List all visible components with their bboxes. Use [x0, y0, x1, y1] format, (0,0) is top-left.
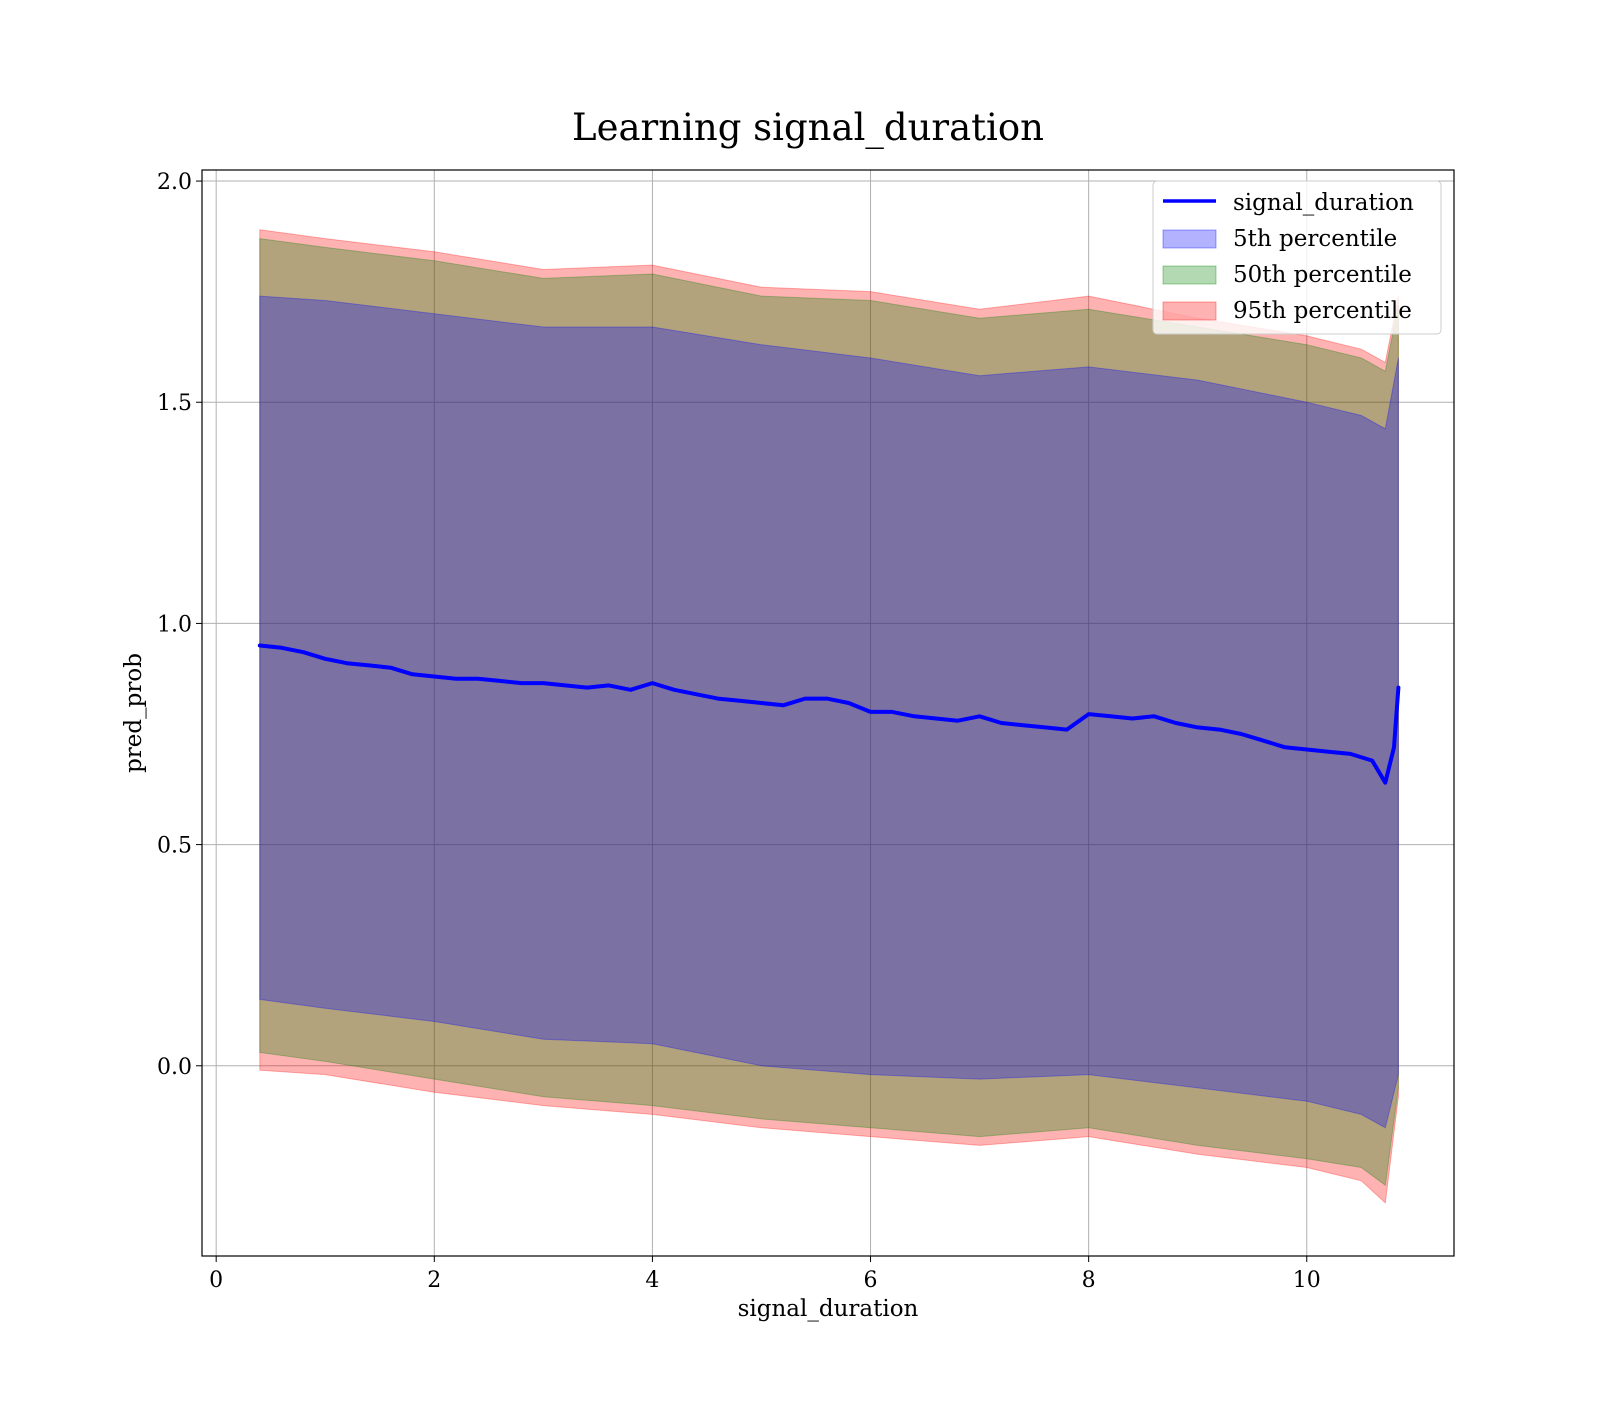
data-line-group — [257, 643, 1401, 785]
x-axis-label: signal_duration — [738, 1296, 919, 1322]
legend-swatch-5th — [1162, 229, 1217, 249]
x-tick-label: 10 — [1293, 1268, 1321, 1293]
series-line-signal-duration — [257, 643, 1401, 785]
percentile-bands — [259, 229, 1399, 1204]
legend-label-95th: 95th percentile — [1233, 298, 1412, 324]
x-tick-label: 6 — [864, 1268, 878, 1293]
chart-title: Learning signal_duration — [572, 106, 1044, 150]
legend-swatch-50th — [1162, 265, 1217, 285]
y-tick-label: 1.5 — [157, 391, 192, 416]
x-axis-ticks: 0 2 4 6 8 10 — [209, 1256, 1321, 1293]
band-95th — [259, 229, 1399, 1204]
legend-label-signal-duration: signal_duration — [1233, 190, 1414, 216]
y-tick-label: 2.0 — [157, 170, 192, 195]
legend-box — [1152, 180, 1442, 335]
band-5th — [259, 295, 1399, 1129]
y-axis-label: pred_prob — [121, 653, 147, 773]
legend-label-5th: 5th percentile — [1233, 226, 1397, 252]
x-tick-label: 4 — [645, 1268, 659, 1293]
y-axis-ticks: 0.0 0.5 1.0 1.5 2.0 — [157, 170, 202, 1080]
y-tick-label: 1.0 — [157, 612, 192, 637]
x-tick-label: 2 — [427, 1268, 441, 1293]
legend-label-50th: 50th percentile — [1233, 262, 1412, 288]
y-tick-label: 0.5 — [157, 834, 192, 859]
plot-frame — [201, 169, 1455, 1257]
legend: signal_duration 5th percentile 50th perc… — [1152, 180, 1442, 335]
legend-swatch-95th — [1162, 301, 1217, 321]
band-50th — [259, 238, 1399, 1187]
y-tick-label: 0.0 — [157, 1055, 192, 1080]
x-tick-label: 0 — [209, 1268, 223, 1293]
x-tick-label: 8 — [1082, 1268, 1096, 1293]
